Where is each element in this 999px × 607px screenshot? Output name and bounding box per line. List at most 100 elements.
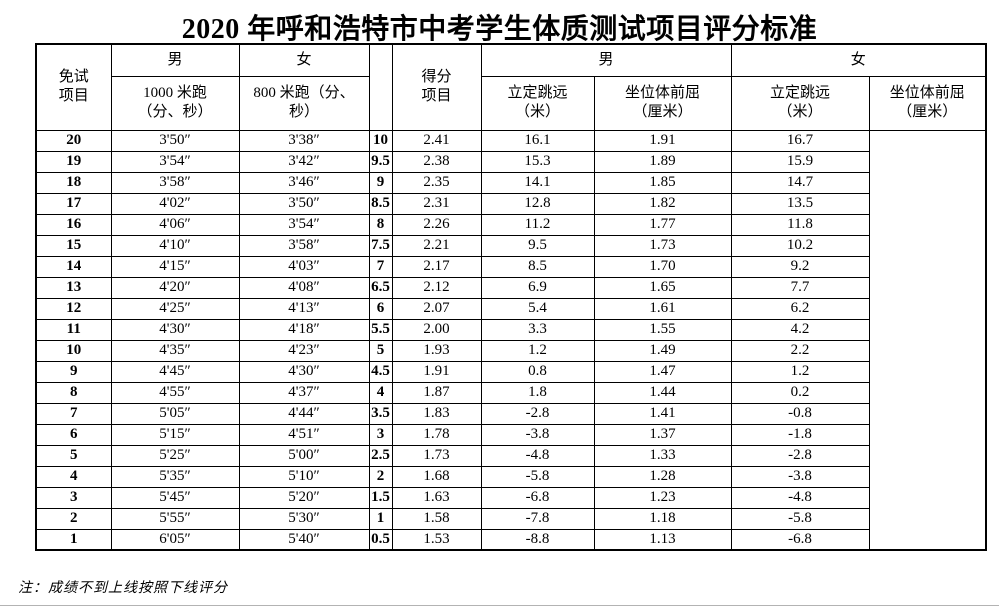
- left-score-cell: 9: [35, 360, 112, 383]
- right-male-sitreach-cell: 8.5: [480, 255, 595, 278]
- right-male-sitreach-cell: 12.8: [480, 192, 595, 215]
- right-male-jump-cell: 2.31: [391, 192, 482, 215]
- left-score-cell: 14: [35, 255, 112, 278]
- right-male-sitreach-cell: 15.3: [480, 150, 595, 173]
- right-score-cell: 4: [368, 381, 393, 404]
- right-female-jump-cell: 1.41: [593, 402, 732, 425]
- right-male-sitreach-cell: -8.8: [480, 528, 595, 551]
- left-female-time-cell: 5'00″: [238, 444, 370, 467]
- right-female-sitreach-cell: 16.7: [730, 129, 870, 152]
- left-female-time-cell: 4'51″: [238, 423, 370, 446]
- left-female-event-header: 800 米跑（分、 秒）: [238, 75, 370, 131]
- table-row: 20 3'50″ 3'38″ 10 2.41 16.1 1.91 16.7: [35, 129, 986, 152]
- right-female-sitreach-cell: 4.2: [730, 318, 870, 341]
- right-male-sitreach-cell: -3.8: [480, 423, 595, 446]
- right-female-sitreach-cell: 0.2: [730, 381, 870, 404]
- right-score-cell: 1.5: [368, 486, 393, 509]
- right-score-cell: 4.5: [368, 360, 393, 383]
- right-female-sitreach-cell: 15.9: [730, 150, 870, 173]
- left-male-time-cell: 4'10″: [110, 234, 240, 257]
- right-male-sitreach-cell: 14.1: [480, 171, 595, 194]
- left-female-time-cell: 4'03″: [238, 255, 370, 278]
- right-female-sitreach-header: 坐位体前屈 （厘米）: [868, 75, 987, 131]
- left-score-cell: 13: [35, 276, 112, 299]
- left-female-time-cell: 5'30″: [238, 507, 370, 530]
- right-male-jump-cell: 1.91: [391, 360, 482, 383]
- table-data-rows: 20 3'50″ 3'38″ 10 2.41 16.1 1.91 16.7 19 3'54″ 3'4…: [35, 129, 986, 551]
- left-female-time-cell: 3'54″: [238, 213, 370, 236]
- right-male-sitreach-cell: 9.5: [480, 234, 595, 257]
- right-score-cell: 10: [368, 129, 393, 152]
- right-male-sitreach-cell: 6.9: [480, 276, 595, 299]
- left-male-time-cell: 5'35″: [110, 465, 240, 488]
- page-bottom-rule: [0, 605, 999, 606]
- left-female-time-cell: 4'13″: [238, 297, 370, 320]
- table-row: 1 6'05″ 5'40″ 0.5 1.53 -8.8 1.13 -6.8: [35, 528, 986, 551]
- table-header-rows: 免试 项目 男 女 得分 项目 男 女 1000 米跑 （分、秒） 800 米跑…: [35, 43, 987, 131]
- left-female-time-cell: 5'20″: [238, 486, 370, 509]
- right-female-sitreach-cell: 13.5: [730, 192, 870, 215]
- table-row: 7 5'05″ 4'44″ 3.5 1.83 -2.8 1.41 -0.8: [35, 402, 986, 425]
- right-female-sitreach-cell: 1.2: [730, 360, 870, 383]
- left-score-cell: 15: [35, 234, 112, 257]
- right-female-sitreach-cell: 9.2: [730, 255, 870, 278]
- right-female-jump-cell: 1.91: [593, 129, 732, 152]
- right-score-cell: 6: [368, 297, 393, 320]
- right-female-sitreach-cell: 7.7: [730, 276, 870, 299]
- left-score-cell: 10: [35, 339, 112, 362]
- left-score-cell: 11: [35, 318, 112, 341]
- right-male-jump-cell: 2.21: [391, 234, 482, 257]
- right-male-jump-cell: 2.07: [391, 297, 482, 320]
- table-row: 2 5'55″ 5'30″ 1 1.58 -7.8 1.18 -5.8: [35, 507, 986, 530]
- right-male-jump-cell: 1.83: [391, 402, 482, 425]
- left-female-time-cell: 3'58″: [238, 234, 370, 257]
- right-male-jump-cell: 2.41: [391, 129, 482, 152]
- left-male-time-cell: 4'30″: [110, 318, 240, 341]
- left-male-time-cell: 4'35″: [110, 339, 240, 362]
- table-row: 16 4'06″ 3'54″ 8 2.26 11.2 1.77 11.8: [35, 213, 986, 236]
- left-male-time-cell: 3'54″: [110, 150, 240, 173]
- left-score-cell: 19: [35, 150, 112, 173]
- right-male-sitreach-cell: -5.8: [480, 465, 595, 488]
- right-female-jump-cell: 1.77: [593, 213, 732, 236]
- right-score-cell: 2.5: [368, 444, 393, 467]
- left-male-time-cell: 3'58″: [110, 171, 240, 194]
- right-male-jump-cell: 1.53: [391, 528, 482, 551]
- right-male-jump-cell: 1.93: [391, 339, 482, 362]
- table-row: 11 4'30″ 4'18″ 5.5 2.00 3.3 1.55 4.2: [35, 318, 986, 341]
- right-female-header: 女: [730, 43, 987, 77]
- right-male-jump-cell: 2.38: [391, 150, 482, 173]
- right-male-sitreach-cell: -7.8: [480, 507, 595, 530]
- page-title: 2020 年呼和浩特市中考学生体质测试项目评分标准: [181, 14, 818, 45]
- table-row: 15 4'10″ 3'58″ 7.5 2.21 9.5 1.73 10.2: [35, 234, 986, 257]
- left-score-cell: 17: [35, 192, 112, 215]
- right-female-jump-cell: 1.44: [593, 381, 732, 404]
- right-female-jump-cell: 1.23: [593, 486, 732, 509]
- left-corner-header: 免试 项目: [35, 43, 112, 131]
- left-male-header: 男: [110, 43, 240, 77]
- left-male-time-cell: 4'15″: [110, 255, 240, 278]
- right-female-jump-cell: 1.18: [593, 507, 732, 530]
- right-male-sitreach-cell: 1.2: [480, 339, 595, 362]
- table-row: 4 5'35″ 5'10″ 2 1.68 -5.8 1.28 -3.8: [35, 465, 986, 488]
- left-male-time-cell: 5'45″: [110, 486, 240, 509]
- right-male-jump-header: 立定跳远 （米）: [480, 75, 595, 131]
- right-male-sitreach-cell: 16.1: [480, 129, 595, 152]
- table-row: 8 4'55″ 4'37″ 4 1.87 1.8 1.44 0.2: [35, 381, 986, 404]
- footnote: 注：成绩不到上线按照下线评分: [18, 581, 228, 596]
- right-female-jump-cell: 1.13: [593, 528, 732, 551]
- left-score-cell: 20: [35, 129, 112, 152]
- event-header-row: 1000 米跑 （分、秒） 800 米跑（分、 秒） 立定跳远 （米） 坐位体前…: [36, 75, 987, 131]
- right-male-jump-cell: 1.68: [391, 465, 482, 488]
- right-female-jump-cell: 1.73: [593, 234, 732, 257]
- right-female-jump-cell: 1.28: [593, 465, 732, 488]
- right-female-jump-cell: 1.33: [593, 444, 732, 467]
- left-male-time-cell: 4'45″: [110, 360, 240, 383]
- left-female-header: 女: [238, 43, 370, 77]
- right-female-sitreach-cell: 6.2: [730, 297, 870, 320]
- right-female-sitreach-cell: -5.8: [730, 507, 870, 530]
- left-male-time-cell: 5'25″: [110, 444, 240, 467]
- right-male-jump-cell: 1.78: [391, 423, 482, 446]
- right-male-sitreach-cell: 5.4: [480, 297, 595, 320]
